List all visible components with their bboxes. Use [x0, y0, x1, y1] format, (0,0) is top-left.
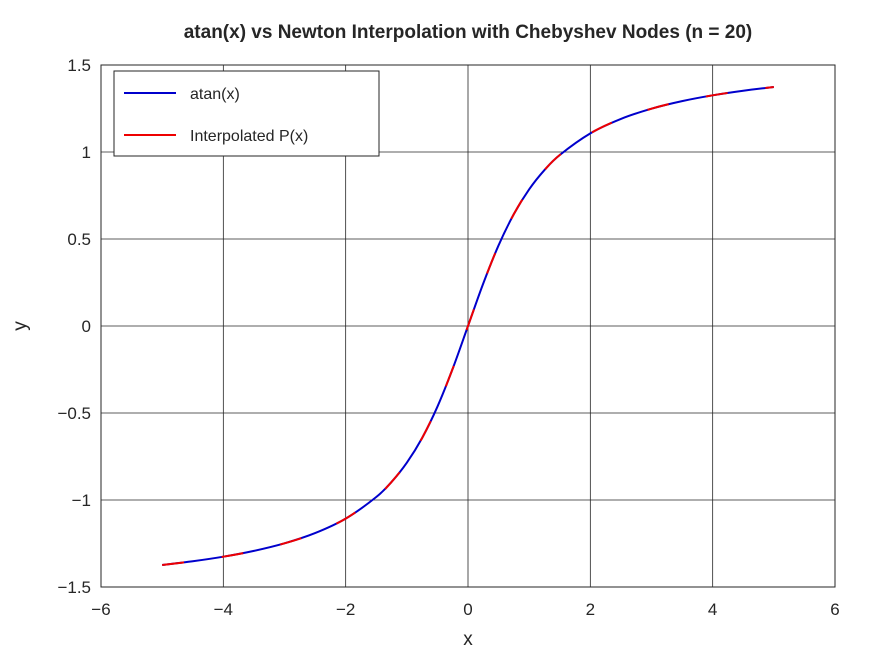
- y-tick-label: 0.5: [67, 230, 91, 249]
- x-axis-ticks: −6 −4 −2 0 2 4 6: [91, 600, 839, 619]
- x-tick-label: −4: [214, 600, 233, 619]
- plot-area-border: [100, 64, 836, 588]
- y-tick-label: −1.5: [57, 578, 91, 597]
- y-axis-ticks: −1.5 −1 −0.5 0 0.5 1 1.5: [57, 56, 91, 597]
- series-layer: [162, 86, 774, 566]
- y-tick-label: −1: [72, 491, 91, 510]
- x-tick-label: 6: [830, 600, 839, 619]
- x-tick-label: 2: [586, 600, 595, 619]
- legend-label-atan: atan(x): [190, 86, 240, 103]
- y-tick-label: 1.5: [67, 56, 91, 75]
- y-tick-label: 1: [82, 143, 91, 162]
- x-axis-label: x: [463, 629, 473, 650]
- chart-title: atan(x) vs Newton Interpolation with Che…: [184, 22, 753, 43]
- legend: atan(x) Interpolated P(x): [113, 70, 380, 157]
- legend-box: [113, 70, 380, 157]
- y-tick-label: −0.5: [57, 404, 91, 423]
- x-tick-label: −6: [91, 600, 110, 619]
- x-tick-label: 4: [708, 600, 717, 619]
- x-tick-label: −2: [336, 600, 355, 619]
- y-tick-label: 0: [82, 317, 91, 336]
- y-axis-label: y: [10, 321, 31, 331]
- series-line-1: [162, 86, 774, 566]
- legend-label-interpolated: Interpolated P(x): [190, 128, 308, 145]
- x-tick-label: 0: [463, 600, 472, 619]
